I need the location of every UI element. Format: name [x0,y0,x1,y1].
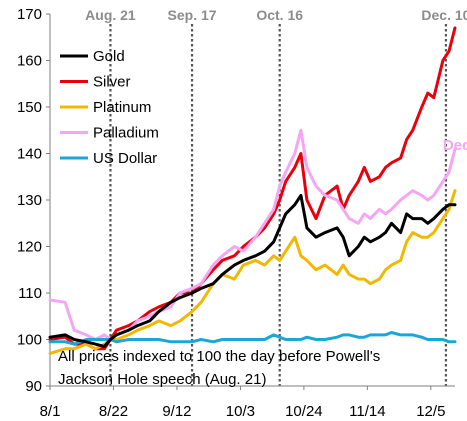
y-tick-label-5: 140 [17,146,42,163]
note-line-1: All prices indexed to 100 the day before… [58,348,380,365]
event-label-0: Aug. 21 [85,7,136,23]
y-tick-label-3: 120 [17,239,42,256]
series-platinum [48,189,457,355]
legend-label-gold: Gold [93,48,125,65]
series-gold [48,193,457,348]
event-lines: Aug. 21 Sep. 17 Oct. 16 Dec. 10 [84,7,467,386]
y-tick-label-0: 90 [25,378,42,395]
axes: 90 100 110 120 130 140 150 160 170 8/1 8/22 9/12 10/… [17,6,455,420]
note-line-2: Jackson Hole speech (Aug. 21) [58,371,266,388]
y-tick-label-6: 150 [17,99,42,116]
annotations: Dec 12 All prices indexed to 100 the day … [58,137,467,388]
event-label-3: Dec. 10 [421,7,467,23]
event-label-1: Sep. 17 [168,7,217,23]
event-label-2: Oct. 16 [256,7,303,23]
x-tick-label-6: 12/5 [416,403,445,420]
event-label-bg [255,7,305,23]
event-label-bg [166,7,218,23]
y-tick-label-7: 160 [17,53,42,70]
x-tick-label-4: 10/24 [285,403,323,420]
y-tick-label-4: 130 [17,192,42,209]
annotation-dec12: Dec 12 [443,137,467,154]
legend-label-platinum: Platinum [93,99,151,116]
legend-label-palladium: Palladium [93,125,159,142]
series-lines [48,26,457,355]
x-tick-label-0: 8/1 [40,403,61,420]
event-label-bg [420,7,467,23]
legend: Gold Silver Platinum Palladium US Dollar [60,48,159,167]
event-label-bg [84,7,137,23]
series-silver [48,26,457,351]
x-tick-label-1: 8/22 [99,403,128,420]
y-tick-label-1: 100 [17,332,42,349]
x-tick-label-3: 10/3 [226,403,255,420]
y-tick-label-8: 170 [17,6,42,23]
series-us-dollar [48,331,457,346]
x-tick-label-5: 11/14 [349,403,385,420]
legend-label-silver: Silver [93,74,131,91]
y-tick-label-2: 110 [18,285,42,302]
x-tick-label-2: 9/12 [162,403,191,420]
legend-label-us-dollar: US Dollar [93,150,157,167]
